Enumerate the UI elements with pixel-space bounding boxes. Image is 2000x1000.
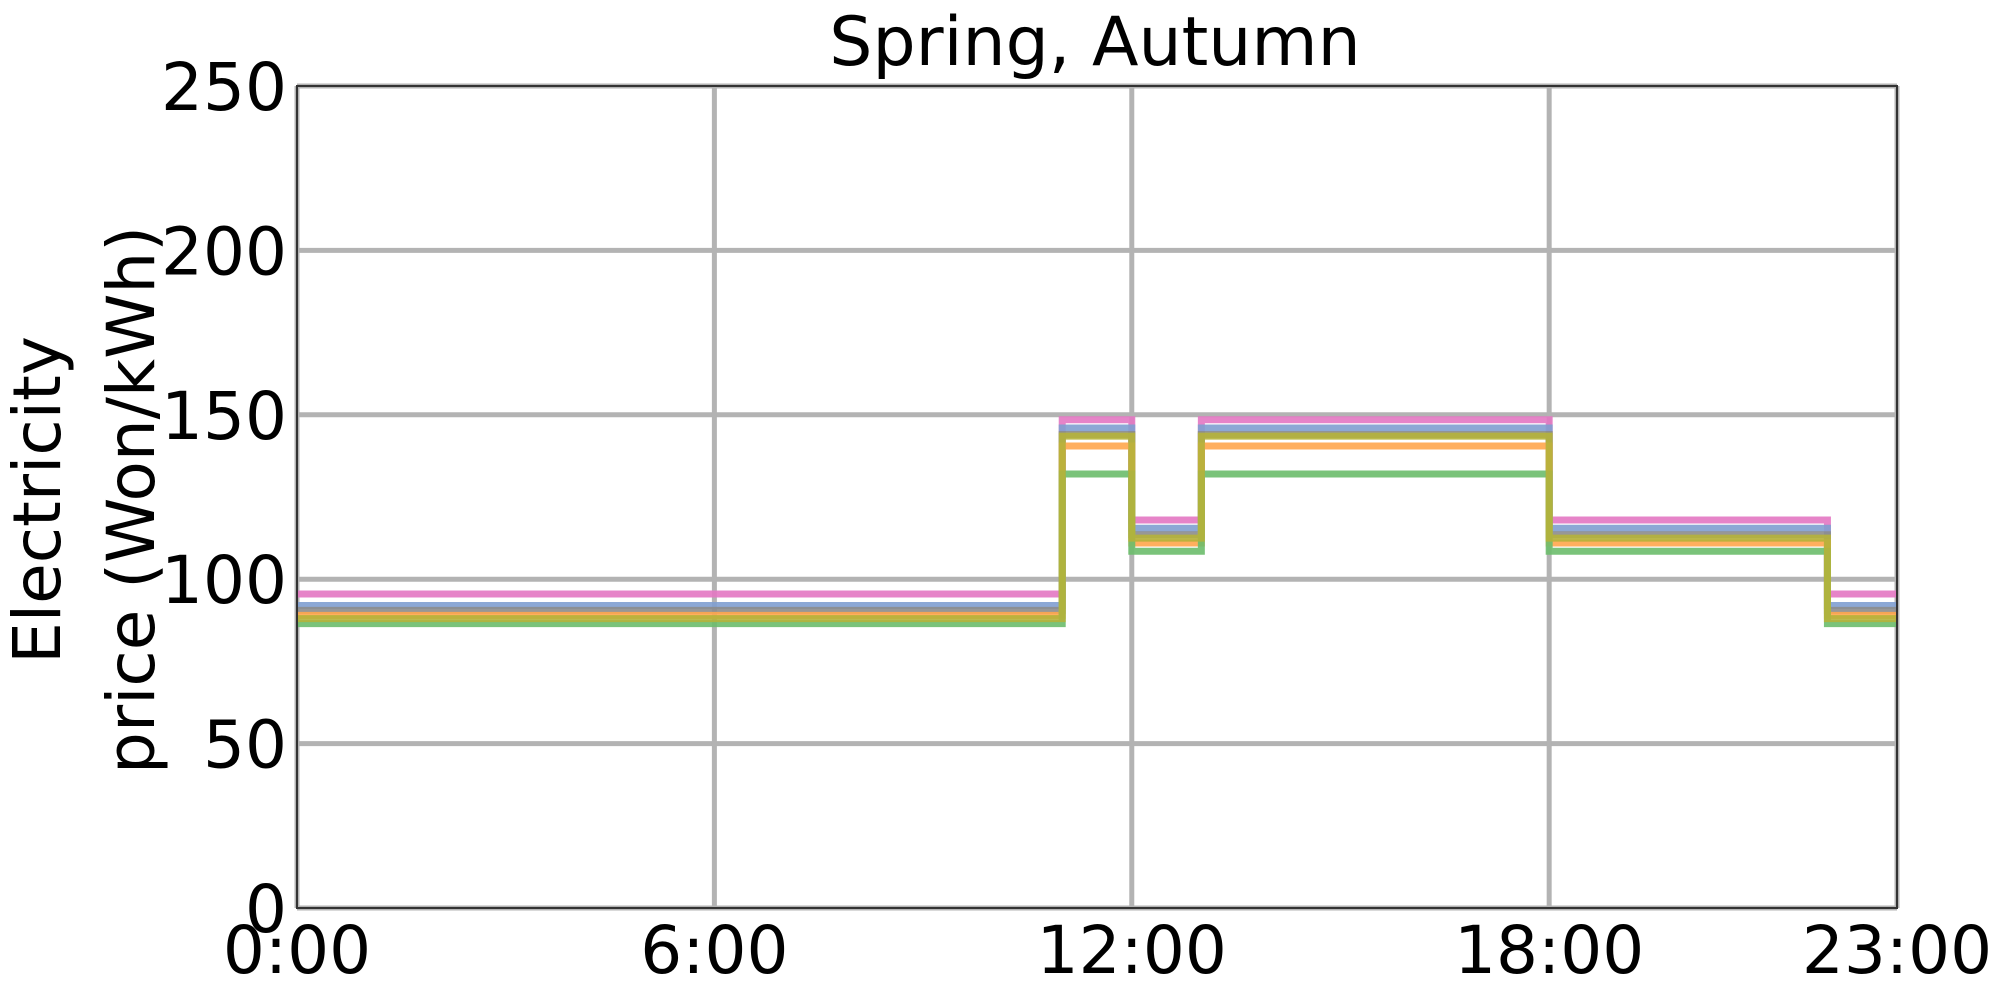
y-tick-label-4: 200 (161, 213, 287, 290)
y-axis-label: Electricity price (Won/kWh) (0, 226, 170, 774)
chart-title: Spring, Autumn (829, 3, 1360, 82)
tick-labels: 0 50 100 150 200 250 0:00 6:00 12:00 18:00 23:00 (161, 49, 1992, 989)
series-layer (297, 416, 1897, 628)
y-axis-label-line-1: Electricity (0, 336, 76, 664)
x-tick-label-4: 23:00 (1802, 912, 1992, 989)
series-line-4 (297, 470, 1897, 628)
plot-frame (296, 85, 1898, 909)
y-tick-label-0: 0 (245, 871, 287, 948)
y-tick-label-1: 50 (203, 707, 287, 784)
grid (294, 83, 1900, 911)
x-tick-label-1: 6:00 (640, 912, 788, 989)
y-axis-label-line-2: price (Won/kWh) (93, 226, 170, 774)
x-tick-label-2: 12:00 (1037, 912, 1227, 989)
y-tick-label-2: 100 (161, 542, 287, 619)
x-tick-label-3: 18:00 (1454, 912, 1644, 989)
y-tick-label-5: 250 (161, 49, 287, 126)
series-line-5 (297, 432, 1897, 623)
x-tick-label-0: 0:00 (223, 912, 371, 989)
y-tick-label-3: 150 (161, 378, 287, 455)
